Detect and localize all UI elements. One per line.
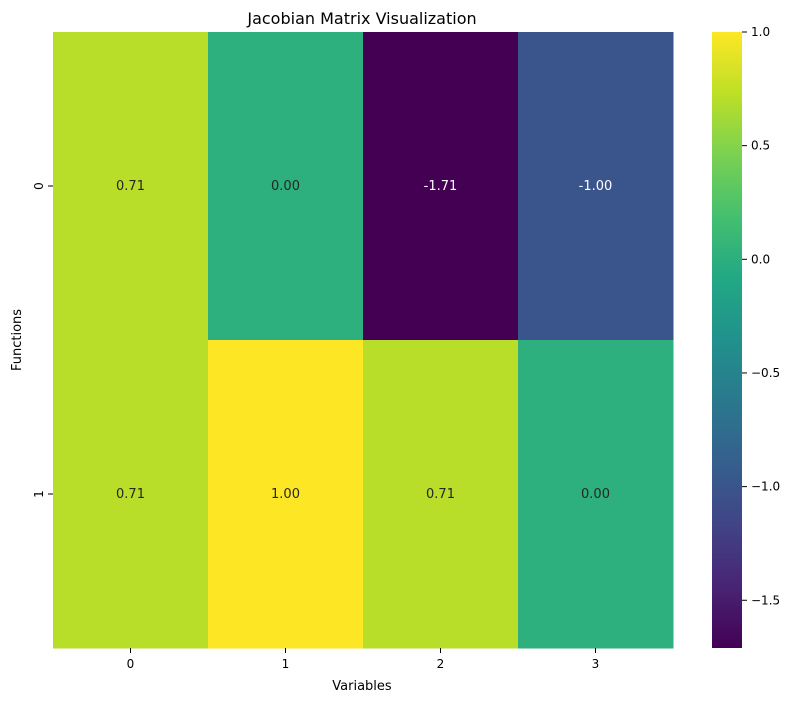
heatmap-cell xyxy=(53,32,209,341)
heatmap-cell xyxy=(363,32,519,341)
heatmap-cell xyxy=(363,340,519,649)
heatmap-cells xyxy=(53,32,674,649)
y-axis-ticks: 01 xyxy=(32,182,53,498)
x-axis-ticks: 0 1 2 3 xyxy=(127,648,600,671)
heatmap-cell xyxy=(53,340,209,649)
colorbar-tick-label: −0.5 xyxy=(751,366,780,380)
x-tick-label: 1 xyxy=(282,657,290,671)
colorbar-tick-label: −1.0 xyxy=(751,480,780,494)
heatmap-cell xyxy=(208,340,364,649)
cell-value-label: 0.00 xyxy=(581,487,610,502)
y-tick-label: 1 xyxy=(32,490,46,498)
colorbar xyxy=(712,32,742,648)
chart-title: Jacobian Matrix Visualization xyxy=(246,9,476,28)
heatmap-cell-labels: 0.71 0.00 -1.71 -1.00 0.71 1.00 0.71 0.00 xyxy=(116,179,612,502)
colorbar-tick-label: 0.5 xyxy=(751,139,770,153)
y-tick-label: 0 xyxy=(32,182,46,190)
y-axis-label: Functions xyxy=(10,309,25,371)
x-tick-label: 0 xyxy=(127,657,135,671)
colorbar-ticks: −1.5 −1.0 −0.5 0.0 0.5 1.0 xyxy=(742,25,780,607)
colorbar-tick-label: 1.0 xyxy=(751,25,770,39)
x-axis-label: Variables xyxy=(332,679,392,694)
cell-value-label: 0.71 xyxy=(426,487,455,502)
cell-value-label: 1.00 xyxy=(271,487,300,502)
cell-value-label: -1.00 xyxy=(579,179,613,194)
x-tick-label: 2 xyxy=(437,657,445,671)
x-tick-label: 3 xyxy=(592,657,600,671)
colorbar-tick-label: −1.5 xyxy=(751,593,780,607)
cell-value-label: 0.71 xyxy=(116,487,145,502)
colorbar-tick-label: 0.0 xyxy=(751,252,770,266)
heatmap-cell xyxy=(518,340,674,649)
cell-value-label: -1.71 xyxy=(424,179,458,194)
cell-value-label: 0.00 xyxy=(271,179,300,194)
cell-value-label: 0.71 xyxy=(116,179,145,194)
heatmap-cell xyxy=(518,32,674,341)
heatmap-cell xyxy=(208,32,364,341)
